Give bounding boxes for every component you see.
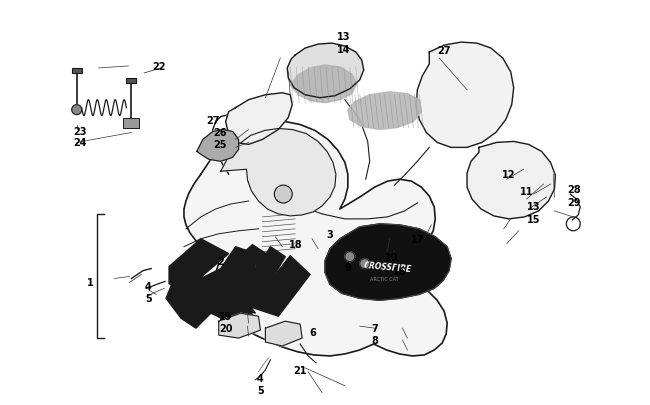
Text: 11: 11 (520, 187, 534, 196)
Polygon shape (197, 130, 239, 162)
Bar (126, 79, 136, 83)
Polygon shape (166, 247, 285, 328)
Text: 29: 29 (567, 198, 581, 207)
Polygon shape (184, 122, 447, 356)
Circle shape (359, 259, 370, 269)
Text: 24: 24 (73, 138, 86, 148)
Text: 3: 3 (326, 229, 333, 239)
Polygon shape (467, 142, 555, 220)
Text: 9: 9 (344, 262, 351, 272)
Polygon shape (265, 322, 302, 346)
Text: 7: 7 (371, 323, 378, 333)
Text: 20: 20 (219, 323, 233, 333)
Text: 25: 25 (213, 140, 226, 150)
Polygon shape (348, 92, 421, 130)
Text: 12: 12 (502, 170, 515, 180)
Polygon shape (221, 129, 336, 216)
Text: 28: 28 (567, 185, 581, 195)
Text: 4: 4 (257, 373, 264, 383)
Text: 6: 6 (309, 327, 317, 337)
Text: 17: 17 (411, 234, 424, 244)
Text: 18: 18 (289, 239, 303, 249)
Text: 5: 5 (145, 294, 151, 304)
Text: 15: 15 (526, 214, 540, 224)
Text: 8: 8 (371, 335, 378, 345)
Circle shape (274, 185, 292, 203)
Bar (124, 118, 139, 128)
Text: 23: 23 (73, 127, 86, 137)
Circle shape (345, 252, 355, 262)
Text: CROSSFIRE: CROSSFIRE (363, 260, 412, 273)
Polygon shape (226, 94, 292, 145)
Polygon shape (417, 43, 514, 148)
Text: 2: 2 (217, 256, 224, 266)
Polygon shape (291, 66, 357, 103)
Text: 5: 5 (257, 385, 264, 395)
Text: ARCTIC CAT: ARCTIC CAT (370, 276, 399, 281)
Polygon shape (169, 239, 310, 328)
Bar (72, 69, 82, 74)
Text: 10: 10 (385, 252, 398, 262)
Text: 13: 13 (526, 201, 540, 211)
Text: 22: 22 (152, 62, 166, 72)
Text: 16: 16 (393, 266, 406, 276)
Text: 26: 26 (213, 128, 226, 138)
Polygon shape (325, 224, 451, 301)
Text: 4: 4 (145, 282, 151, 292)
Circle shape (72, 105, 82, 115)
Text: 1: 1 (87, 278, 94, 288)
Text: 27: 27 (437, 46, 451, 56)
Polygon shape (219, 313, 261, 338)
Text: 21: 21 (293, 365, 307, 375)
Text: 13: 13 (337, 32, 350, 42)
Text: 14: 14 (337, 45, 350, 55)
Polygon shape (287, 44, 364, 98)
Text: 19: 19 (219, 311, 233, 322)
Text: 27: 27 (206, 115, 220, 125)
